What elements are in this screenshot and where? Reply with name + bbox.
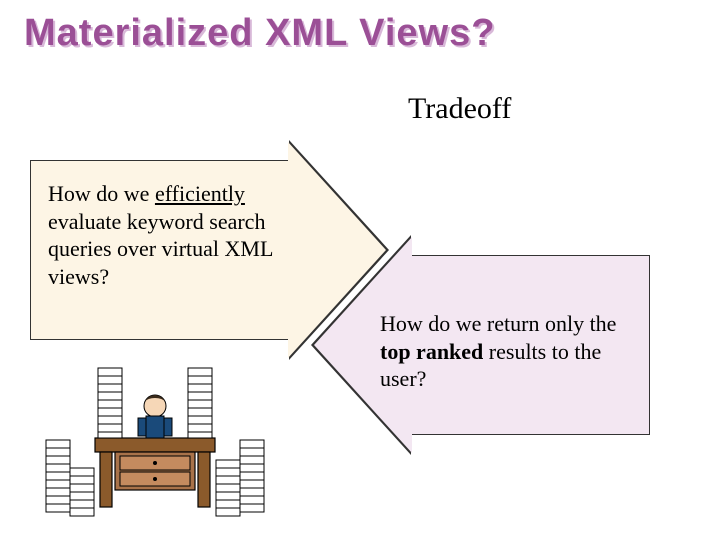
desk-paperwork-clipart <box>40 360 270 530</box>
arrow-left-text: How do we return only the top ranked res… <box>380 310 630 393</box>
arrow-left-bold: top ranked <box>380 339 483 364</box>
arrow-right-text-suffix: evaluate keyword search queries over vir… <box>48 209 273 289</box>
arrow-right-text: How do we efficiently evaluate keyword s… <box>48 180 308 290</box>
arrow-left-shape: How do we return only the top ranked res… <box>310 235 650 455</box>
arrow-right-underlined: efficiently <box>155 181 245 206</box>
arrow-right-text-prefix: How do we <box>48 181 155 206</box>
tradeoff-label: Tradeoff <box>408 92 511 126</box>
slide-title: Materialized XML Views? <box>24 12 495 55</box>
arrow-left-text-prefix: How do we return only the <box>380 311 616 336</box>
